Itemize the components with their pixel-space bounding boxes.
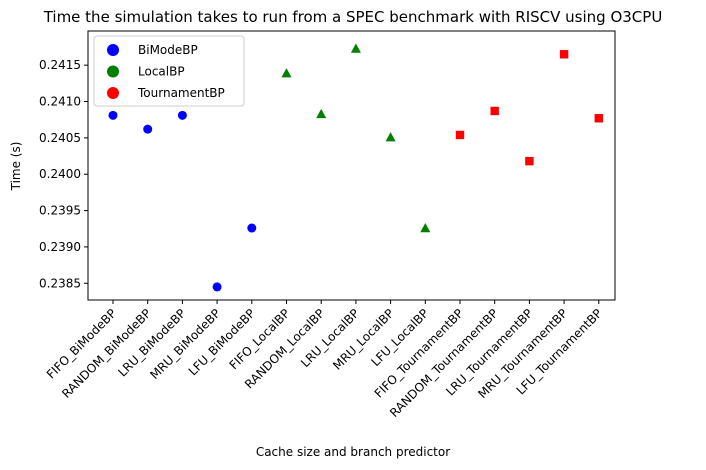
y-tick-label: 0.2395 (39, 204, 81, 218)
data-point (525, 156, 534, 166)
data-point (385, 132, 396, 142)
y-tick-label: 0.2405 (39, 131, 81, 145)
data-point (490, 106, 499, 116)
y-axis: 0.2385 0.2390 0.2395 0.2400 0.2405 0.2410 0.24… (39, 58, 88, 290)
data-points (108, 43, 603, 292)
data-point (108, 110, 118, 120)
x-axis-label: Cache size and branch predictor (256, 445, 450, 459)
legend-box (93, 35, 245, 107)
legend-marker (107, 65, 119, 78)
data-point (420, 223, 431, 233)
legend-label: BiModeBP (138, 43, 198, 57)
x-tick-label: FIFO_LocalBP (227, 306, 293, 372)
y-tick-label: 0.2410 (39, 95, 81, 109)
data-point (594, 114, 603, 123)
data-point (559, 50, 569, 59)
data-point (455, 130, 465, 140)
y-tick-label: 0.2415 (39, 58, 81, 72)
legend-marker (107, 44, 119, 56)
plot-area (87, 30, 616, 301)
data-point (316, 108, 327, 119)
data-point (247, 223, 257, 233)
y-tick-label: 0.2390 (39, 240, 81, 254)
x-axis: FIFO_BiModeBPRANDOM_BiModeBPLRU_BiModeBP… (44, 300, 605, 420)
y-axis-label: Time (s) (9, 142, 23, 192)
chart-title: Time the simulation takes to run from a … (43, 8, 663, 26)
data-point (177, 110, 187, 120)
y-tick-label: 0.2385 (39, 276, 81, 290)
data-point (212, 282, 222, 292)
legend-marker (107, 87, 119, 99)
legend: BiModeBP LocalBP TournamentBP (93, 35, 245, 107)
x-tick-label: MRU_LocalBP (330, 306, 397, 373)
legend-label: LocalBP (138, 65, 185, 79)
data-point (143, 124, 153, 134)
legend-label: TournamentBP (137, 86, 225, 100)
data-point (281, 68, 292, 78)
data-point (350, 43, 361, 53)
y-tick-label: 0.2400 (39, 167, 81, 181)
